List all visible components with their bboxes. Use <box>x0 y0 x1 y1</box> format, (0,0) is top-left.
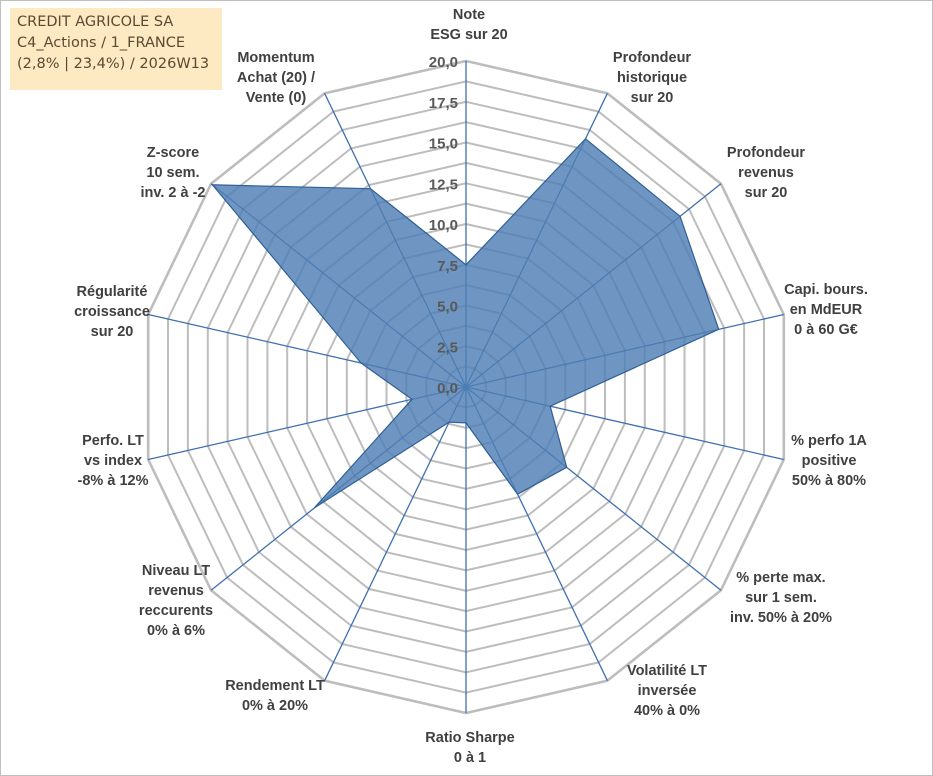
axis-label: Z-score 10 sem. inv. 2 à -2 <box>140 143 205 203</box>
axis-label: Volatilité LT inversée 40% à 0% <box>627 661 707 721</box>
axis-label-line: Vente (0) <box>245 90 307 106</box>
tick-label: 7,5 <box>437 258 458 275</box>
tick-label: 2,5 <box>437 339 458 356</box>
axis-label-line: % perfo 1A <box>791 433 867 449</box>
axis-label-line: % perte max. <box>736 570 826 586</box>
axis-label-line: en MdEUR <box>789 302 863 318</box>
category-line: C4_Actions / 1_FRANCE <box>17 35 186 51</box>
period-line: (2,8% | 23,4%) / 2026W13 <box>17 56 210 72</box>
axis-label-line: Profondeur <box>726 145 806 161</box>
axis-label: Rendement LT 0% à 20% <box>225 676 325 716</box>
data-area <box>211 137 720 509</box>
axis-label-line: 40% à 0% <box>633 703 701 719</box>
axis-label-line: revenus <box>148 583 204 599</box>
axis-label-line: sur 20 <box>90 324 134 340</box>
axis-label-line: inv. 2 à -2 <box>140 185 206 201</box>
axis-label-line: Note <box>452 7 486 23</box>
radar-spoke <box>324 386 467 681</box>
axis-label: Perfo. LT vs index -8% à 12% <box>78 431 149 491</box>
axis-label-line: Rendement LT <box>225 678 325 694</box>
axis-label-line: vs index <box>83 453 143 469</box>
axis-label-line: Achat (20) / <box>236 70 316 86</box>
axis-label-line: Régularité <box>76 284 148 300</box>
tick-label: 5,0 <box>437 299 458 316</box>
company-name: CREDIT AGRICOLE SA <box>17 14 174 30</box>
tick-label: 17,5 <box>429 95 458 112</box>
axis-label-line: ESG sur 20 <box>430 27 508 43</box>
axis-label-line: 0 à 1 <box>453 750 487 766</box>
axis-label: Ratio Sharpe 0 à 1 <box>425 728 514 768</box>
tick-label: 12,5 <box>429 176 458 193</box>
axis-label: % perfo 1A positive 50% à 80% <box>791 431 867 491</box>
axis-label-line: Capi. bours. <box>784 282 868 298</box>
axis-label: % perte max. sur 1 sem. inv. 50% à 20% <box>730 568 832 628</box>
axis-label-line: 0 à 60 G€ <box>794 322 858 338</box>
axis-label-line: inv. 50% à 20% <box>729 610 833 626</box>
radar-tick-labels: 0,0 2,5 5,0 7,5 10,0 12,5 15,0 17,5 20,0 <box>429 54 458 397</box>
axis-label-line: positive <box>801 453 857 469</box>
axis-label-line: Perfo. LT <box>82 433 144 449</box>
axis-label-line: 0% à 20% <box>241 698 309 714</box>
tick-label: 10,0 <box>429 217 458 234</box>
axis-label-line: Volatilité LT <box>626 663 708 679</box>
axis-label: Capi. bours. en MdEUR 0 à 60 G€ <box>784 280 868 340</box>
axis-label-line: reccurents <box>138 603 214 619</box>
axis-label-line: historique <box>616 70 688 86</box>
axis-label: Note ESG sur 20 <box>430 5 507 45</box>
axis-label: Régularité croissance sur 20 <box>74 282 150 342</box>
axis-label-line: inversée <box>637 683 697 699</box>
tick-label: 15,0 <box>429 136 458 153</box>
axis-label-line: sur 1 sem. <box>745 590 817 606</box>
axis-label-line: 10 sem. <box>146 165 200 181</box>
axis-label: Profondeur historique sur 20 <box>613 48 691 108</box>
tick-label: 0,0 <box>437 380 458 397</box>
info-box: CREDIT AGRICOLE SA C4_Actions / 1_FRANCE… <box>10 8 222 90</box>
axis-label-line: 0% à 6% <box>146 623 206 639</box>
radar-area <box>211 137 720 509</box>
axis-label-line: sur 20 <box>630 90 674 106</box>
axis-label: Momentum Achat (20) / Vente (0) <box>237 48 315 108</box>
axis-label: Profondeur revenus sur 20 <box>727 143 805 203</box>
axis-label-line: 50% à 80% <box>791 473 867 489</box>
axis-label-line: -8% à 12% <box>77 473 149 489</box>
tick-label: 20,0 <box>429 54 458 71</box>
axis-label-line: sur 20 <box>744 185 788 201</box>
axis-label: Niveau LT revenus reccurents 0% à 6% <box>139 561 213 641</box>
axis-label-line: Niveau LT <box>141 563 211 579</box>
axis-label-line: croissance <box>74 304 150 320</box>
axis-label-line: revenus <box>738 165 794 181</box>
axis-label-line: Momentum <box>237 50 315 66</box>
axis-label-line: Z-score <box>146 145 200 161</box>
axis-label-line: Ratio Sharpe <box>425 730 515 746</box>
axis-label-line: Profondeur <box>612 50 692 66</box>
